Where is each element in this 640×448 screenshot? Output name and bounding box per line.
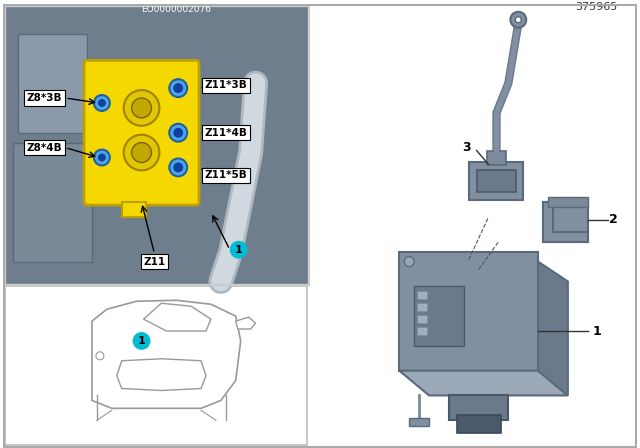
- Circle shape: [404, 257, 414, 267]
- Polygon shape: [143, 303, 211, 331]
- Circle shape: [98, 154, 106, 161]
- Text: 1: 1: [593, 324, 602, 337]
- Bar: [4, 6, 309, 285]
- Bar: [543, 202, 588, 242]
- Circle shape: [124, 90, 159, 126]
- Text: Z11: Z11: [143, 257, 166, 267]
- Text: 2: 2: [609, 213, 618, 227]
- Bar: [486, 151, 506, 165]
- Circle shape: [98, 99, 106, 107]
- Circle shape: [96, 352, 104, 360]
- Bar: [417, 303, 427, 311]
- Bar: [4, 6, 309, 285]
- Polygon shape: [543, 202, 588, 242]
- Polygon shape: [538, 262, 568, 396]
- Bar: [449, 396, 508, 420]
- Polygon shape: [399, 370, 568, 396]
- Circle shape: [173, 163, 183, 172]
- Circle shape: [230, 241, 248, 258]
- Bar: [122, 202, 147, 217]
- Bar: [417, 327, 427, 335]
- Text: 375965: 375965: [575, 2, 618, 12]
- Circle shape: [132, 332, 150, 350]
- Bar: [457, 415, 501, 433]
- Bar: [399, 252, 538, 370]
- Text: 1: 1: [138, 336, 145, 346]
- Bar: [4, 286, 307, 445]
- Bar: [417, 315, 427, 323]
- Circle shape: [170, 124, 187, 142]
- Text: EO0000002076: EO0000002076: [141, 5, 211, 14]
- Polygon shape: [116, 359, 206, 391]
- Text: Z11*3B: Z11*3B: [204, 80, 247, 90]
- Circle shape: [132, 98, 152, 118]
- Circle shape: [515, 17, 521, 23]
- Bar: [13, 142, 92, 262]
- Circle shape: [173, 83, 183, 93]
- Bar: [548, 197, 588, 207]
- Text: Z8*4B: Z8*4B: [27, 142, 62, 153]
- Text: Z8*3B: Z8*3B: [27, 93, 62, 103]
- Circle shape: [510, 12, 526, 28]
- Circle shape: [170, 79, 187, 97]
- Text: 1: 1: [235, 245, 243, 255]
- Text: Z11*4B: Z11*4B: [204, 128, 247, 138]
- Circle shape: [170, 159, 187, 177]
- Circle shape: [94, 150, 110, 165]
- Bar: [468, 163, 524, 200]
- Text: 3: 3: [463, 141, 471, 154]
- Circle shape: [94, 95, 110, 111]
- Circle shape: [132, 142, 152, 163]
- Circle shape: [124, 135, 159, 170]
- Bar: [417, 291, 427, 299]
- Polygon shape: [236, 317, 255, 329]
- Bar: [409, 418, 429, 426]
- Bar: [6, 8, 307, 284]
- Bar: [414, 286, 464, 346]
- Polygon shape: [92, 300, 241, 408]
- Circle shape: [173, 128, 183, 138]
- Text: Z11*5B: Z11*5B: [204, 170, 247, 181]
- Bar: [477, 170, 516, 192]
- Bar: [18, 34, 87, 133]
- FancyBboxPatch shape: [84, 60, 199, 205]
